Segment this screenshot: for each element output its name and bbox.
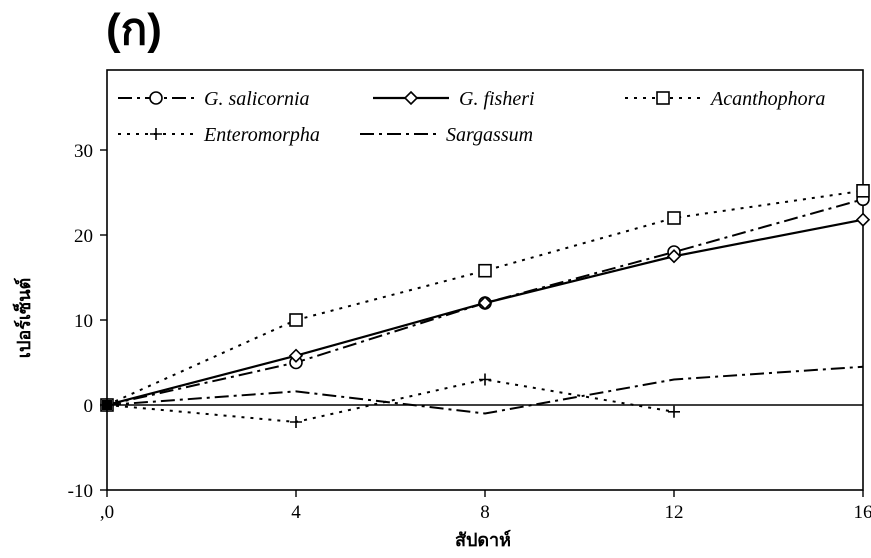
- data-point-g-fisheri: [855, 212, 871, 227]
- data-point-acanthophora: [478, 263, 492, 278]
- data-point-acanthophora: [289, 313, 303, 327]
- legend-entry-enteromorpha: Enteromorpha: [118, 124, 320, 146]
- series-line-sargassum: [106, 365, 864, 415]
- data-point-g-fisheri: [477, 295, 493, 311]
- x-tick-label: 16: [854, 502, 871, 523]
- y-tick-label: 30: [74, 141, 93, 162]
- x-tick-label: 4: [291, 502, 301, 523]
- legend-label-g-salicornia: G. salicornia: [204, 88, 310, 110]
- y-tick-label: -10: [68, 481, 93, 502]
- data-point-acanthophora: [667, 211, 681, 225]
- legend-label-g-fisheri: G. fisheri: [459, 88, 535, 110]
- origin-point: [102, 400, 112, 410]
- data-point-g-fisheri: [288, 348, 304, 363]
- series-line-enteromorpha: [106, 378, 675, 424]
- legend-marker-g-salicornia: [149, 91, 163, 105]
- series-layer: [99, 184, 871, 428]
- legend-label-sargassum: Sargassum: [446, 124, 533, 146]
- axes: -10 0 10 20 30 ,0 4 8 12 16: [68, 141, 871, 523]
- y-axis-title: เปอร์เซ็นต์: [12, 278, 35, 358]
- y-tick-label: 10: [74, 311, 93, 332]
- legend-marker-acanthophora: [656, 91, 670, 105]
- data-point-enteromorpha: [668, 405, 680, 418]
- legend-marker-enteromorpha: [150, 128, 162, 140]
- y-tick-label: 0: [84, 396, 94, 417]
- data-point-enteromorpha: [479, 373, 491, 386]
- data-point-g-fisheri: [666, 249, 682, 264]
- x-tick-label: 8: [480, 502, 490, 523]
- legend-label-acanthophora: Acanthophora: [709, 88, 825, 110]
- data-point-enteromorpha: [290, 416, 302, 428]
- x-axis-title: สัปดาห์: [455, 529, 511, 551]
- data-point-acanthophora: [856, 184, 870, 198]
- series-enteromorpha: [101, 373, 680, 428]
- legend-entry-sargassum: Sargassum: [360, 124, 533, 146]
- series-sargassum: [106, 365, 864, 415]
- x-tick-label: ,0: [100, 502, 114, 523]
- legend-entry-acanthophora: Acanthophora: [625, 88, 825, 110]
- legend: G. salicornia G. fisheri Acanthophora Enter…: [118, 88, 825, 146]
- legend-label-enteromorpha: Enteromorpha: [203, 124, 320, 146]
- panel-label: (ก): [106, 5, 162, 54]
- x-tick-label: 12: [665, 502, 684, 523]
- legend-entry-g-salicornia: G. salicornia: [118, 88, 310, 110]
- y-tick-label: 20: [74, 226, 93, 247]
- legend-entry-g-fisheri: G. fisheri: [373, 88, 535, 110]
- legend-marker-g-fisheri: [403, 90, 419, 106]
